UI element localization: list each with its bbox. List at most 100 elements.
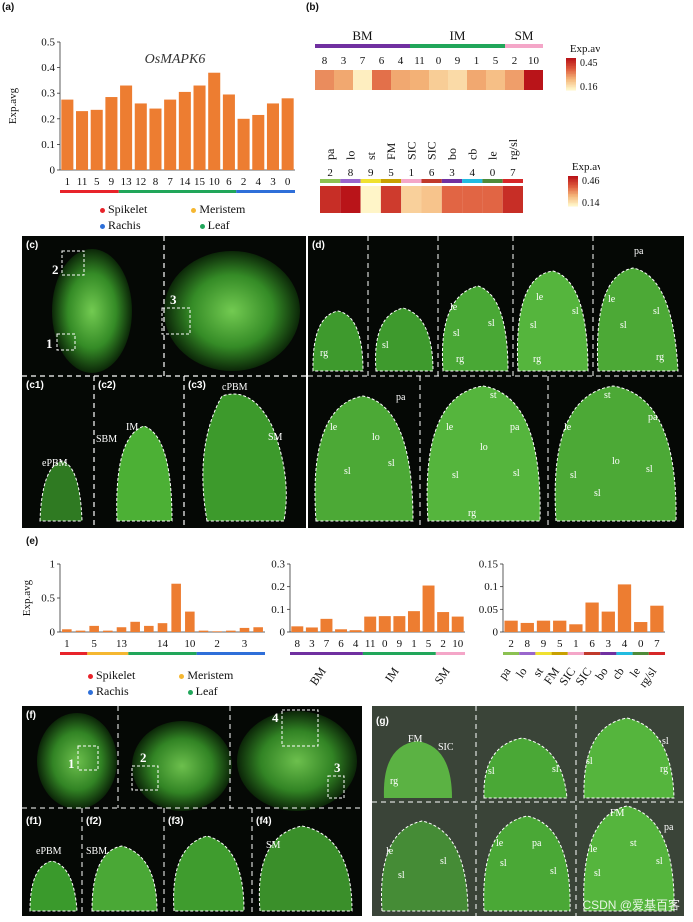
label-sl: sl <box>513 468 520 479</box>
label-SBM: SBM <box>96 434 118 445</box>
y-tick-label: 0 <box>50 165 56 177</box>
heatmap-cell <box>391 70 410 90</box>
heatmap-cell <box>401 186 422 213</box>
region-label-3: 3 <box>170 292 177 307</box>
bar <box>634 622 648 632</box>
bar <box>520 622 534 632</box>
x-tick-label: 0 <box>285 176 291 188</box>
group-label: bo <box>592 665 610 683</box>
legend-a-row2: Rachis Leaf <box>100 218 230 233</box>
label-sl: sl <box>586 756 593 767</box>
bar <box>193 85 206 170</box>
label-sl: sl <box>382 340 389 351</box>
heatmap-cell <box>448 70 467 90</box>
group-label: SM <box>431 664 453 687</box>
legend-gradient-step <box>568 197 578 199</box>
x-tick-label: 8 <box>525 638 531 650</box>
heatmap-cell <box>462 186 483 213</box>
column-label: 1 <box>474 55 480 67</box>
x-tick-label: 7 <box>167 176 173 188</box>
column-label: 7 <box>510 167 516 179</box>
heatmap-cell <box>429 70 448 90</box>
label-le: le <box>330 422 338 433</box>
label-rg: rg <box>660 764 669 775</box>
legend-gradient-step <box>566 58 576 61</box>
label-lo: lo <box>372 432 380 443</box>
watermark: CSDN @爱基百客 <box>582 898 680 912</box>
heatmap-cell <box>380 186 402 213</box>
x-tick-label: 5 <box>426 638 432 650</box>
group-color-bar <box>535 652 552 655</box>
column-label: 8 <box>322 55 328 67</box>
bar <box>75 630 86 632</box>
panel-a-label: (a) <box>2 2 15 13</box>
group-color-bar <box>600 652 617 655</box>
bar <box>130 621 140 632</box>
label-le: le <box>564 422 572 433</box>
label-st: st <box>604 390 611 401</box>
legend-dot <box>187 689 193 695</box>
label-le: le <box>590 844 598 855</box>
region-label-2: 2 <box>140 750 147 765</box>
group-color-bar <box>584 652 601 655</box>
x-tick-label: 5 <box>94 176 100 188</box>
label-st: st <box>490 390 497 401</box>
bar <box>90 109 103 170</box>
bar <box>62 629 72 632</box>
legend-gradient-step <box>566 78 576 81</box>
column-label: 7 <box>360 55 366 67</box>
x-tick-label: 6 <box>226 176 232 188</box>
bar <box>61 99 74 170</box>
legend-gradient-step <box>568 191 578 193</box>
group-color-bar <box>410 44 505 48</box>
bar <box>134 103 147 170</box>
micro-f-drawing <box>22 706 362 916</box>
heatmap-cell <box>315 70 334 90</box>
label-pa: pa <box>664 822 674 833</box>
column-color-bar <box>441 179 463 183</box>
bar <box>349 630 362 632</box>
legend-gradient-step <box>566 67 576 70</box>
micro-d-drawing <box>308 236 684 528</box>
x-tick-label: 4 <box>256 176 262 188</box>
label-rg: rg <box>390 776 399 787</box>
panel-f-label: (f) <box>26 710 36 721</box>
label-FM: FM <box>408 734 423 745</box>
label-sl: sl <box>453 328 460 339</box>
label-rg: rg <box>468 508 477 519</box>
x-tick-label: 11 <box>365 638 376 650</box>
row-label: SIC <box>425 141 439 160</box>
legend-gradient-step <box>568 194 578 196</box>
label-pa: pa <box>510 422 520 433</box>
legend-gradient-step <box>568 183 578 186</box>
bar <box>451 616 464 632</box>
bar <box>157 623 168 632</box>
bar <box>105 97 118 170</box>
column-label: 9 <box>368 167 374 179</box>
column-label: 4 <box>398 55 404 67</box>
legend-gradient-step <box>566 82 576 85</box>
column-label: 1 <box>409 167 415 179</box>
group-color-bar <box>616 652 633 655</box>
micro-panel-f: (f) 1 2 4 3 (f1) (f2) (f3) (f4) ePBM SBM… <box>22 706 362 916</box>
group-color-bar <box>632 652 649 655</box>
legend-gradient-step <box>568 185 578 187</box>
x-tick-label: 9 <box>541 638 547 650</box>
bar <box>212 631 222 632</box>
chart-title: OsMAPK6 <box>145 52 206 67</box>
x-tick-label: 3 <box>270 176 276 188</box>
x-tick-label: 3 <box>309 638 315 650</box>
label-ePBM: ePBM <box>42 458 68 469</box>
legend-gradient-step <box>568 188 578 190</box>
label-sl: sl <box>653 306 660 317</box>
bar <box>393 616 406 632</box>
y-tick-label: 1 <box>50 559 56 571</box>
group-color-bar <box>519 652 536 655</box>
x-tick-label: 10 <box>209 176 221 188</box>
legend-min: 0.14 <box>582 198 600 209</box>
chart-e3: 00.050.10.152 8 9 5 1 6 3 4 0 7pa lo stFMSICSICbocb… <box>479 559 665 690</box>
label-ePBM: ePBM <box>36 846 62 857</box>
group-label: SM <box>515 28 534 43</box>
group-label: pa <box>496 664 514 682</box>
legend-title: Exp.avg <box>572 161 600 173</box>
